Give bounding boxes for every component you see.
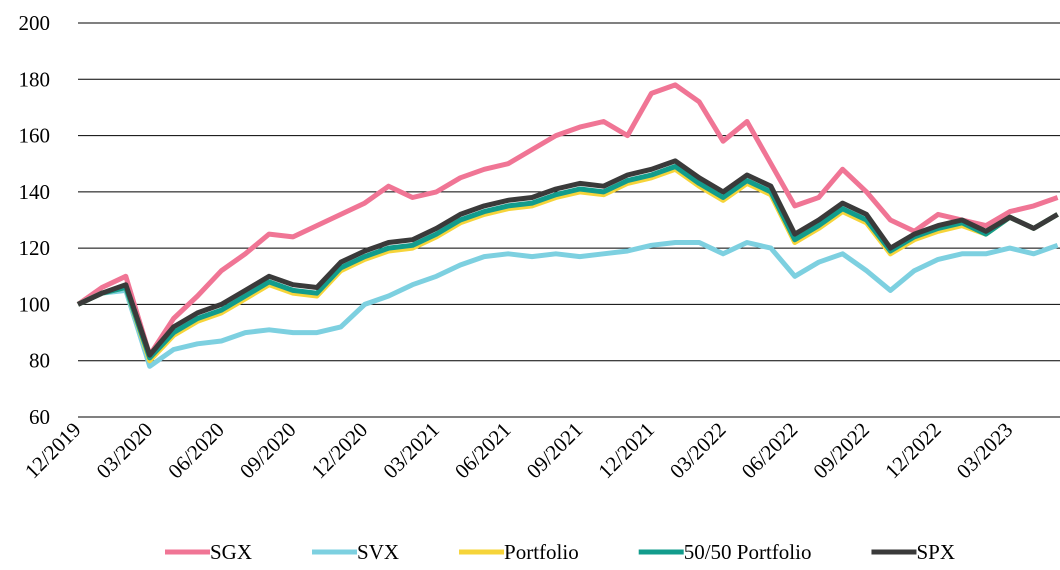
x-tick-label: 03/2022 — [665, 418, 731, 484]
legend-label: SGX — [210, 540, 252, 564]
x-tick-label: 03/2020 — [92, 418, 158, 484]
line-series — [76, 240, 1059, 369]
line-series — [76, 166, 1059, 364]
x-tick-label: 09/2022 — [808, 418, 874, 484]
x-tick-label: 06/2022 — [737, 418, 803, 484]
legend: SGX SVX Portfolio 50/50 Portfolio SPX — [165, 540, 955, 564]
x-tick-label: 12/2021 — [593, 418, 659, 484]
x-tick-label: 09/2021 — [522, 418, 588, 484]
x-tick-label: 09/2020 — [235, 418, 301, 484]
y-tick-label: 200 — [19, 11, 51, 35]
legend-label: Portfolio — [504, 540, 579, 564]
line-series — [76, 158, 1059, 358]
legend-label: 50/50 Portfolio — [684, 540, 812, 564]
x-tick-label: 06/2020 — [163, 418, 229, 484]
y-tick-label: 80 — [29, 349, 50, 373]
y-tick-label: 60 — [29, 405, 50, 429]
x-tick-label: 12/2020 — [307, 418, 373, 484]
x-tick-label: 03/2023 — [952, 418, 1018, 484]
legend-label: SVX — [357, 540, 399, 564]
y-tick-label: 140 — [19, 180, 51, 204]
legend-label: SPX — [916, 540, 955, 564]
y-tick-label: 160 — [19, 124, 51, 148]
y-tick-label: 100 — [19, 292, 51, 316]
y-tick-label: 180 — [19, 67, 51, 91]
y-tick-label: 120 — [19, 236, 51, 260]
line-series — [76, 82, 1059, 358]
x-tick-label: 03/2021 — [378, 418, 444, 484]
x-tick-label: 12/2022 — [880, 418, 946, 484]
x-tick-label: 06/2021 — [450, 418, 516, 484]
